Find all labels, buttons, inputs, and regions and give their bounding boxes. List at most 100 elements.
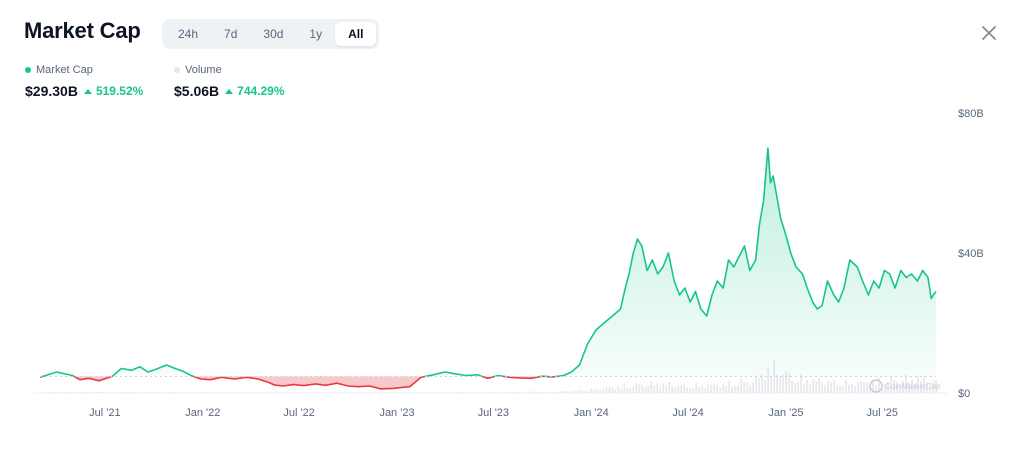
volume-bar — [608, 387, 611, 393]
volume-bar — [578, 389, 581, 393]
volume-bar — [800, 374, 803, 393]
data-point — [738, 256, 740, 258]
volume-bar — [278, 392, 281, 393]
volume-bar — [557, 391, 560, 393]
volume-bar — [332, 392, 335, 393]
volume-bar — [69, 391, 71, 393]
volume-bar — [716, 385, 719, 393]
volume-bar — [452, 392, 455, 393]
volume-bar — [767, 367, 770, 393]
data-point — [673, 280, 675, 282]
volume-bar — [377, 392, 380, 393]
volume-bar — [878, 377, 880, 393]
volume-bar — [308, 392, 311, 393]
volume-bar — [743, 382, 746, 393]
data-point — [767, 147, 769, 149]
volume-bar — [66, 392, 68, 393]
data-point — [790, 252, 792, 254]
line-down — [39, 376, 562, 390]
data-point — [401, 387, 403, 389]
data-point — [409, 386, 411, 388]
x-tick-label: Jul '23 — [478, 407, 509, 419]
volume-bar — [99, 391, 101, 393]
volume-bar — [272, 392, 275, 393]
volume-bar — [404, 392, 407, 393]
volume-bar — [590, 388, 593, 393]
volume-bar — [701, 385, 704, 393]
triangle-up-icon — [225, 88, 234, 94]
data-point — [652, 259, 654, 261]
volume-bar — [602, 388, 605, 393]
volume-bar — [728, 380, 731, 393]
data-point — [336, 382, 338, 384]
volume-bar — [72, 392, 74, 393]
volume-bar — [449, 392, 452, 393]
data-point — [838, 301, 840, 303]
volume-bar — [629, 388, 632, 393]
volume-bar — [659, 387, 662, 393]
volume-bar — [869, 385, 871, 393]
volume-bar — [93, 392, 95, 393]
data-point — [873, 280, 875, 282]
volume-bar — [206, 392, 209, 393]
volume-bar — [75, 392, 77, 393]
y-tick-label: $0 — [958, 388, 970, 400]
volume-bar — [123, 392, 125, 393]
volume-bar — [260, 392, 263, 393]
volume-bar — [407, 392, 410, 393]
x-tick-label: Jan '22 — [185, 407, 220, 419]
data-point — [612, 315, 614, 317]
tab-1y[interactable]: 1y — [309, 27, 323, 41]
volume-bar — [302, 392, 305, 393]
data-point — [905, 277, 907, 279]
volume-bar — [920, 381, 922, 393]
volume-bar — [179, 392, 182, 393]
volume-bar — [875, 385, 877, 393]
volume-bar — [785, 371, 788, 393]
volume-bar — [584, 390, 587, 393]
data-point — [347, 385, 349, 387]
volume-bar — [572, 390, 575, 393]
volume-bar — [117, 392, 119, 393]
data-point — [139, 366, 141, 368]
volume-bar — [395, 392, 398, 393]
volume-bar — [188, 392, 191, 393]
tab-30d[interactable]: 30d — [263, 27, 284, 41]
data-point — [922, 270, 924, 272]
close-icon[interactable] — [980, 24, 998, 42]
data-point — [717, 280, 719, 282]
volume-bar — [443, 392, 446, 393]
x-tick-label: Jan '25 — [768, 407, 803, 419]
volume-bar — [794, 383, 797, 393]
volume-bar — [545, 391, 548, 393]
volume-bar — [935, 379, 937, 393]
data-point — [868, 294, 870, 296]
volume-bar — [737, 385, 740, 393]
volume-bar — [251, 392, 254, 393]
volume-bar — [48, 392, 50, 393]
tab-all[interactable]: All — [335, 22, 377, 46]
volume-bar — [647, 385, 650, 393]
volume-bar — [530, 391, 533, 393]
volume-bar — [563, 390, 566, 393]
volume-bar — [57, 391, 59, 393]
volume-bar — [509, 392, 512, 393]
volume-bar — [203, 392, 206, 393]
data-point — [465, 375, 467, 377]
volume-bar — [797, 382, 800, 393]
data-point — [257, 378, 259, 380]
volume-bar — [218, 391, 221, 393]
data-point — [541, 375, 543, 377]
data-point — [221, 376, 223, 378]
volume-bar — [173, 391, 176, 393]
volume-bar — [236, 392, 239, 393]
volume-dot-icon — [174, 67, 180, 73]
data-point — [833, 294, 835, 296]
volume-bar — [194, 392, 197, 393]
volume-bar — [689, 388, 692, 393]
data-point — [380, 388, 382, 390]
volume-bar — [821, 382, 824, 393]
tab-24h[interactable]: 24h — [178, 27, 199, 41]
tab-7d[interactable]: 7d — [224, 27, 238, 41]
